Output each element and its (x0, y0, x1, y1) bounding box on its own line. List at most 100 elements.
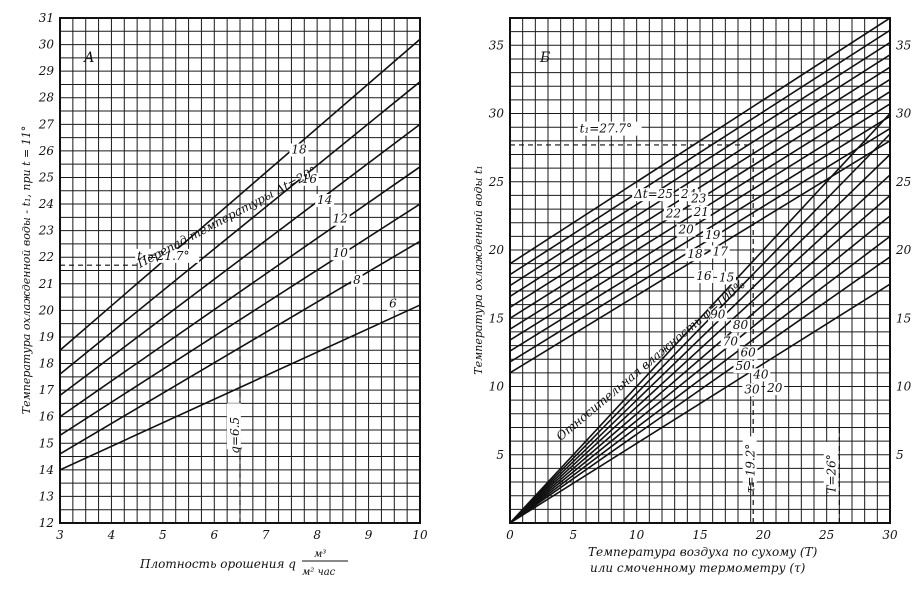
panel-b-series-line-17 (510, 115, 890, 352)
panel-a-annotation-bg (226, 403, 241, 450)
panel-b-annotation: T=26° (825, 454, 839, 493)
panel-a-y-tick-label: 26 (38, 144, 55, 158)
panel-b-series-line-24 (510, 29, 890, 276)
panel-b-series-label-bg (708, 308, 728, 322)
panel-b-series-label-bg (676, 223, 696, 237)
panel-b-y-tick-label: 35 (489, 38, 504, 52)
panel-a-x-tick-label: 9 (365, 528, 373, 542)
panel-a-y-tick-label: 28 (38, 91, 55, 105)
panel-b-series-line-18 (510, 103, 890, 341)
panel-a-y-tick-label: 20 (38, 303, 55, 317)
panel-b-series-label: 50 (735, 359, 751, 373)
panel-a-y-tick-label: 12 (39, 516, 54, 530)
panel-b-series-line-80 (510, 153, 890, 523)
panel-a-series-label: 18 (291, 143, 307, 157)
panel-a-y-tick-label: 31 (39, 11, 54, 25)
panel-b-series-label: 22 (665, 206, 681, 220)
panel-a-y-tick-label: 14 (39, 463, 54, 477)
panel-a-series-label: 6 (389, 297, 397, 311)
panel-b-series-line-60 (510, 194, 890, 523)
panel-b-series-line-22 (510, 54, 890, 298)
panel-b-y-tick-label-right: 10 (896, 380, 912, 394)
panel-a-series-line-12 (60, 203, 420, 436)
panel-b-y-tick-label: 30 (489, 107, 505, 121)
panel-a-series-label-bg (330, 247, 350, 261)
panel-b-series-label-bg (703, 229, 723, 243)
panel-b-series-line-50 (510, 215, 890, 523)
panel-a-xunit-num: м³ (314, 549, 326, 560)
panel-b-series-line-23 (510, 41, 890, 287)
panel-a-series-line-16 (60, 123, 420, 397)
panel-b-xlabel2: или смоченному термометру (τ) (590, 561, 806, 575)
panel-a-series-label: 16 (302, 172, 318, 186)
panel-b-y-tick-label-right: 15 (896, 311, 911, 325)
panel-b-series-line-20 (510, 283, 890, 523)
panel-b-series-group (510, 18, 890, 523)
panel-a-ylabel: Температура охлажденной воды - t₁, при t… (20, 126, 33, 414)
panel-a-y-tick-label: 30 (39, 38, 55, 52)
panel-b-series-line-16 (510, 127, 890, 363)
panel-a-annotation-bg (135, 248, 200, 263)
panel-a-series-label-bg (315, 194, 335, 208)
panel-b-series-label-bg (717, 271, 736, 285)
panel-a-series-label: 12 (333, 212, 348, 226)
panel-b-series-line-70 (510, 174, 890, 523)
panel-b-series-label: 23 (690, 191, 707, 205)
panel-b-series-label: 20 (677, 223, 694, 237)
panel-b-series-line-30 (510, 256, 890, 523)
panel-b-x-tick-label: 10 (629, 528, 645, 542)
panel-b-series-label: Δt=25 (633, 187, 673, 201)
panel-a-x-tick-label: 6 (210, 528, 218, 542)
panel-b-series-label-bg (710, 245, 730, 259)
panel-a-y-tick-label: 22 (38, 250, 54, 264)
panel-b-series-label-bg (730, 319, 750, 333)
panel-b-annotation-bg (577, 121, 642, 136)
panel-b-series-label: 80 (733, 318, 749, 332)
panel-b-series-label-bg (663, 207, 683, 221)
panel-a-series-label-bg (289, 143, 309, 157)
panel-a-y-tick-label: 25 (38, 170, 54, 184)
panel-b-series-label: 70 (723, 335, 739, 349)
panel-a-x-tick-label: 10 (412, 528, 428, 542)
panel-b-series-label: 90 (710, 307, 726, 321)
panel-a-y-tick-label: 16 (39, 410, 55, 424)
panel-a-annotation: t₁=21.7° (137, 249, 189, 263)
panel-b-series-label-bg (738, 346, 758, 360)
panel-b-y-tick-label-right: 20 (895, 243, 912, 257)
panel-a-y-tick-label: 21 (38, 277, 54, 291)
panel-a-series-line-20 (60, 38, 420, 351)
panel-a-y-tick-label: 27 (38, 117, 55, 131)
panel-a-annotation: q=6.5 (228, 417, 242, 454)
panel-b-x-tick-label: 30 (882, 528, 898, 542)
panel-b-series-label: 18 (687, 247, 703, 261)
panel-b-series-line-21 (510, 66, 890, 309)
panel-b-series-label-bg (720, 335, 740, 349)
panel-b-xlabel: Температура воздуха по сухому (T) (588, 545, 818, 559)
panel-a-y-tick-label: 18 (39, 357, 55, 371)
panel-b-series-label-bg (694, 270, 714, 284)
panel-a-series-label-bg (330, 212, 350, 226)
panel-a-xunit-den: м² час (302, 567, 336, 578)
panel-b-plot-frame (509, 17, 891, 524)
panel-a-x-tick-label: 3 (56, 528, 64, 542)
panel-b-y-tick-label: 20 (488, 243, 505, 257)
panel-b-series-label: 30 (744, 382, 760, 396)
panel-a-x-tick-label: 7 (262, 528, 270, 542)
panel-b-y-tick-label: 15 (489, 311, 504, 325)
panel-b-series-label-bg (689, 192, 709, 206)
panel-b-x-tick-label: 15 (692, 528, 707, 542)
panel-b-series-line-25 (510, 18, 890, 265)
panel-b-y-tick-label-right: 35 (896, 38, 911, 52)
panel-b-series-label-bg (733, 360, 753, 374)
panel-b-series-label-bg (765, 381, 785, 395)
panel-a-y-tick-label: 23 (38, 224, 55, 238)
panel-a-y-tick-label: 19 (39, 330, 55, 344)
panel-a-series-label: 14 (317, 193, 332, 207)
panel-b-series-label-bg (685, 248, 705, 262)
panel-b-series-label: 15 (719, 270, 734, 284)
panel-b-series-line-90 (510, 133, 890, 523)
panel-b-x-tick-label: 5 (570, 528, 578, 542)
panel-a-series-group (60, 38, 420, 523)
chart-panel-b: 0 5 10 15 20 25 30 5 5 10 10 15 15 20 20 25 25 30 30 35 35 Δt… (488, 17, 912, 542)
panel-b-annotation: t₁=27.7° (580, 122, 632, 136)
